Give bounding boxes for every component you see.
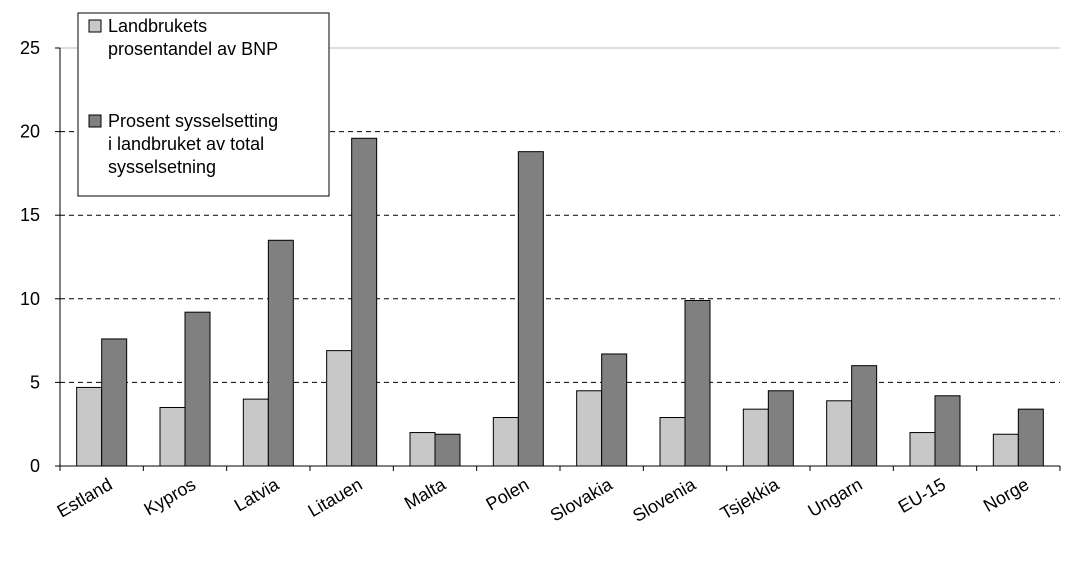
- bar-tsjekkia-series-2: [767, 390, 794, 467]
- y-tick-labels: 0 5 10 15 20 25: [20, 38, 40, 476]
- bar-slovakia-series-2: [601, 353, 628, 467]
- axes: [55, 47, 1061, 471]
- legend-label-series-1: Landbrukets prosentandel av BNP: [108, 16, 278, 59]
- bar-slovenia-series-1: [659, 417, 686, 467]
- bar-eu-15-series-2: [934, 395, 961, 467]
- legend: Landbrukets prosentandel av BNP Prosent …: [77, 12, 330, 197]
- y-tick-label-25: 25: [20, 38, 40, 58]
- x-tick-label-norge: Norge: [980, 474, 1032, 516]
- x-tick-label-polen: Polen: [482, 474, 532, 514]
- y-tick-label-10: 10: [20, 289, 40, 309]
- x-tick-label-slovenia: Slovenia: [629, 474, 700, 526]
- x-tick-label-tsjekkia: Tsjekkia: [717, 474, 783, 524]
- x-tick-label-latvia: Latvia: [231, 474, 283, 516]
- bar-norge-series-1: [992, 433, 1019, 467]
- bar-polen-series-2: [517, 151, 544, 467]
- x-tick-label-litauen: Litauen: [305, 474, 366, 521]
- legend-label-series-2: Prosent sysselsetting i landbruket av to…: [108, 111, 283, 177]
- x-tick-label-eu-15: EU-15: [895, 474, 949, 517]
- bar-malta-series-1: [409, 432, 436, 467]
- legend-swatch-series-1: [88, 19, 102, 33]
- y-tick-label-5: 5: [30, 372, 40, 392]
- x-tick-labels: Estland Kypros Latvia Litauen Malta Polen Slov…: [54, 474, 1033, 526]
- bar-ungarn-series-2: [851, 365, 878, 467]
- x-tick-label-estland: Estland: [54, 474, 116, 521]
- y-tick-label-20: 20: [20, 122, 40, 142]
- bar-latvia-series-1: [242, 398, 269, 467]
- bar-latvia-series-2: [267, 239, 294, 467]
- y-tick-label-15: 15: [20, 205, 40, 225]
- y-tick-label-0: 0: [30, 456, 40, 476]
- x-tick-label-slovakia: Slovakia: [547, 474, 617, 526]
- legend-box: [77, 12, 330, 197]
- bars: [76, 137, 1044, 467]
- bar-ungarn-series-1: [826, 400, 853, 467]
- bar-litauen-series-2: [351, 137, 378, 467]
- bar-estland-series-2: [101, 338, 128, 467]
- bar-slovenia-series-2: [684, 299, 711, 467]
- bar-kypros-series-2: [184, 311, 211, 467]
- bar-polen-series-1: [492, 417, 519, 467]
- bar-norge-series-2: [1017, 408, 1044, 467]
- bar-malta-series-2: [434, 433, 461, 467]
- x-tick-label-ungarn: Ungarn: [805, 474, 866, 521]
- bar-tsjekkia-series-1: [742, 408, 769, 467]
- bar-eu-15-series-1: [909, 432, 936, 467]
- legend-swatch-series-2: [88, 114, 102, 128]
- bar-kypros-series-1: [159, 406, 186, 467]
- bar-slovakia-series-1: [576, 390, 603, 467]
- x-tick-label-kypros: Kypros: [140, 474, 199, 519]
- x-tick-label-malta: Malta: [401, 474, 450, 514]
- bar-estland-series-1: [76, 386, 103, 467]
- bar-litauen-series-1: [326, 350, 353, 467]
